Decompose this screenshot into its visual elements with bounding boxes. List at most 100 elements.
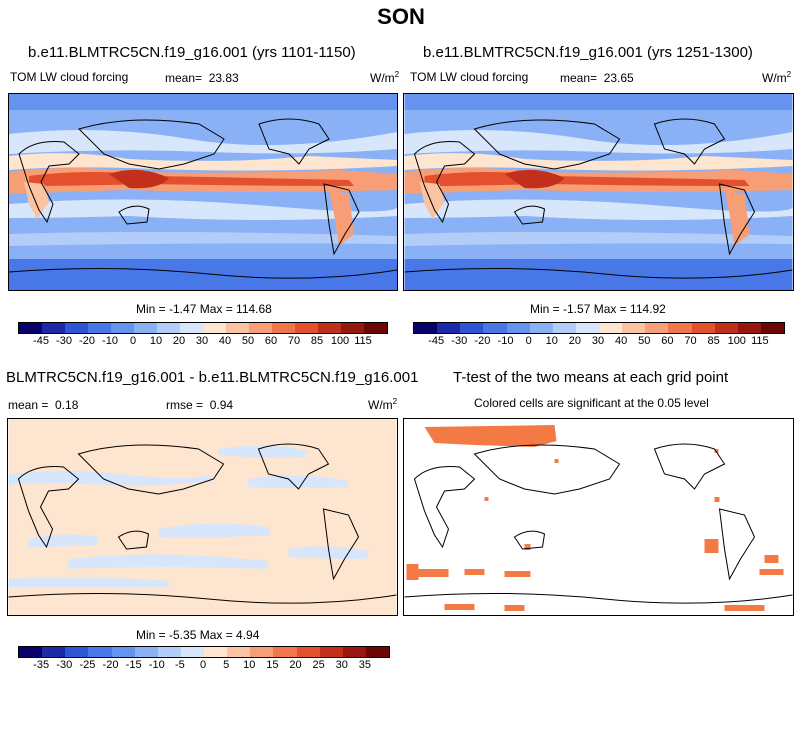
panel1-colorbar-swatch — [111, 323, 134, 333]
panel1-colorbar-swatch — [88, 323, 111, 333]
panel2-colorbar-tick-label: 30 — [591, 335, 605, 347]
panel1-colorbar-tick-label: 50 — [241, 335, 255, 347]
panel2-colorbar-tick-label: 0 — [525, 335, 532, 347]
panel2-colorbar-swatch — [460, 323, 484, 333]
diff-colorbar-tick-label: -15 — [125, 659, 142, 671]
diff-stats: Min = -5.35 Max = 4.94 — [136, 628, 260, 642]
diff-colorbar-tick-label: 35 — [358, 659, 371, 671]
panel2-colorbar-tick-label: 60 — [661, 335, 674, 347]
panel1-colorbar-tick-label: 10 — [149, 335, 163, 347]
diff-colorbar-swatch — [204, 647, 228, 657]
panel1-colorbar-tick-label: 100 — [330, 335, 350, 347]
diff-colorbar-tick-label: -5 — [174, 659, 185, 671]
panel2-colorbar-labels: -45 -30 -20 -10 0 10 20 30 40 50 60 70 85 100 115 — [413, 335, 783, 349]
diff-title: BLMTRC5CN.f19_g16.001 - b.e11.BLMTRC5CN.… — [6, 369, 419, 386]
panel1-title: b.e11.BLMTRC5CN.f19_g16.001 (yrs 1101-11… — [28, 44, 356, 61]
diff-colorbar-swatch — [19, 647, 43, 657]
diff-colorbar-tick-label: 20 — [289, 659, 302, 671]
panel1-stats: Min = -1.47 Max = 114.68 — [136, 302, 272, 316]
panel2-stats: Min = -1.57 Max = 114.92 — [530, 302, 666, 316]
panel2-colorbar-swatch — [414, 323, 438, 333]
panel2-colorbar-tick-label: 100 — [727, 335, 746, 347]
panel2-colorbar-tick-label: 10 — [545, 335, 558, 347]
panel1-map — [8, 93, 398, 291]
diff-colorbar-tick-label: -20 — [102, 659, 119, 671]
panel2-colorbar-swatch — [506, 323, 530, 333]
diff-colorbar-swatch — [180, 647, 204, 657]
diff-colorbar-tick-label: 5 — [223, 659, 230, 671]
diff-colorbar-swatch — [296, 647, 320, 657]
panel1-colorbar-swatch — [134, 323, 157, 333]
diff-units: W/m2 — [368, 397, 398, 412]
panel2-colorbar-swatch — [483, 323, 507, 333]
diff-colorbar-labels: -35 -30 -25 -20 -15 -10 -5 0 5 10 15 20 25 30 35 — [18, 659, 388, 673]
panel2-title: b.e11.BLMTRC5CN.f19_g16.001 (yrs 1251-13… — [423, 44, 753, 61]
diff-colorbar-tick-label: -35 — [33, 659, 50, 671]
panel2-colorbar-swatch — [552, 323, 576, 333]
panel1-variable: TOM LW cloud forcing — [10, 70, 129, 84]
panel1-colorbar-labels: -45 -30 -20 -10 0 10 20 30 40 50 60 70 85 100 115 — [18, 335, 386, 349]
panel2-colorbar — [413, 322, 785, 334]
panel1-colorbar-swatch — [272, 323, 295, 333]
panel1-colorbar-swatch — [42, 323, 65, 333]
panel2-colorbar-tick-label: 115 — [751, 335, 769, 347]
panel2-colorbar-swatch — [668, 323, 692, 333]
diff-colorbar-swatch — [88, 647, 112, 657]
diff-colorbar-swatch — [65, 647, 89, 657]
panel1-colorbar-tick-label: -10 — [102, 335, 118, 347]
panel1-colorbar-swatch — [249, 323, 272, 333]
panel2-colorbar-tick-label: 40 — [615, 335, 628, 347]
panel2-colorbar-tick-label: 85 — [707, 335, 720, 347]
panel1-colorbar-swatch — [65, 323, 88, 333]
panel2-colorbar-tick-label: -45 — [428, 335, 445, 347]
diff-colorbar-tick-label: 30 — [335, 659, 348, 671]
panel2-colorbar-swatch — [737, 323, 761, 333]
season-title: SON — [377, 4, 425, 29]
panel2-map — [403, 93, 794, 291]
diff-colorbar-swatch — [319, 647, 343, 657]
panel1-colorbar-tick-label: -30 — [56, 335, 72, 347]
panel2-colorbar-swatch — [599, 323, 623, 333]
panel2-colorbar-tick-label: 50 — [638, 335, 651, 347]
panel2-colorbar-tick-label: -20 — [474, 335, 491, 347]
panel1-colorbar-tick-label: 85 — [310, 335, 324, 347]
panel1-colorbar-tick-label: 30 — [195, 335, 209, 347]
panel2-colorbar-swatch — [691, 323, 715, 333]
panel1-colorbar-tick-label: 20 — [172, 335, 186, 347]
diff-colorbar-swatch — [42, 647, 66, 657]
panel2-colorbar-tick-label: -10 — [497, 335, 514, 347]
ttest-map — [403, 418, 794, 616]
panel1-colorbar-swatch — [226, 323, 249, 333]
panel1-colorbar-swatch — [341, 323, 364, 333]
diff-colorbar-swatch — [111, 647, 135, 657]
panel1-units: W/m2 — [370, 70, 400, 85]
panel2-mean: mean= 23.65 — [560, 71, 634, 85]
diff-colorbar-tick-label: -25 — [79, 659, 96, 671]
panel1-mean: mean= 23.83 — [165, 71, 239, 85]
panel2-colorbar-swatch — [714, 323, 738, 333]
panel1-colorbar-swatch — [19, 323, 42, 333]
panel1-colorbar-tick-label: -45 — [33, 335, 49, 347]
diff-colorbar-swatch — [250, 647, 274, 657]
diff-colorbar-swatch — [134, 647, 158, 657]
panel2-units: W/m2 — [762, 70, 792, 85]
diff-map — [7, 418, 398, 616]
panel1-colorbar-tick-label: -20 — [79, 335, 95, 347]
panel1-colorbar-tick-label: 70 — [287, 335, 301, 347]
ttest-subtitle: Colored cells are significant at the 0.0… — [474, 396, 709, 410]
panel1-colorbar-tick-label: 115 — [354, 335, 372, 347]
panel1-colorbar-swatch — [364, 323, 387, 333]
diff-colorbar-swatch — [342, 647, 366, 657]
panel1-colorbar — [18, 322, 388, 334]
diff-colorbar-tick-label: -10 — [148, 659, 165, 671]
diff-colorbar-tick-label: -30 — [56, 659, 73, 671]
panel2-colorbar-swatch — [760, 323, 784, 333]
diff-colorbar-tick-label: 10 — [243, 659, 256, 671]
diff-colorbar-swatch — [157, 647, 181, 657]
panel2-colorbar-swatch — [645, 323, 669, 333]
panel2-colorbar-tick-label: -30 — [451, 335, 468, 347]
panel2-colorbar-swatch — [529, 323, 553, 333]
diff-colorbar-swatch — [227, 647, 251, 657]
diff-colorbar-tick-label: 0 — [199, 659, 207, 671]
panel2-variable: TOM LW cloud forcing — [410, 70, 529, 84]
